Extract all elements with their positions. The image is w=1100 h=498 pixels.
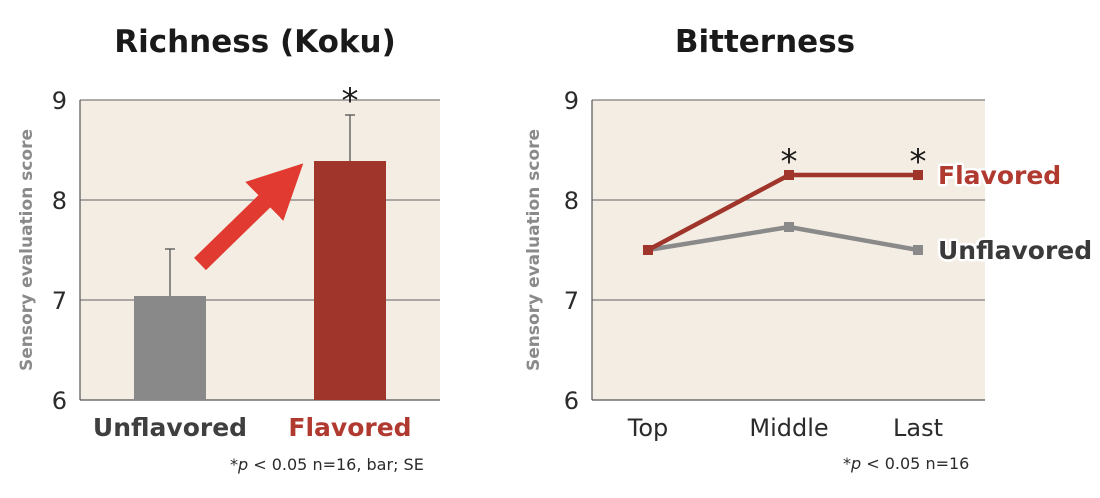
bitterness-y-axis-label: Sensory evaluation score bbox=[524, 129, 544, 371]
richness-chart-title: Richness (Koku) bbox=[114, 24, 396, 60]
richness-y-tick-label: 8 bbox=[52, 187, 67, 215]
series-label-unflavored: Unflavored bbox=[938, 236, 1092, 265]
bitterness-marker-flavored bbox=[913, 170, 923, 180]
bitterness-chart: Bitterness 6 7 8 9 Sensory evaluation score… bbox=[524, 24, 1095, 473]
richness-y-tick-label: 7 bbox=[52, 287, 67, 315]
richness-y-tick-label: 9 bbox=[52, 87, 67, 115]
increase-arrow-icon bbox=[194, 163, 304, 271]
bitterness-marker-unflavored bbox=[913, 245, 923, 255]
richness-y-tick-label: 6 bbox=[52, 387, 67, 415]
richness-category-label: Unflavored bbox=[93, 413, 247, 442]
richness-bars bbox=[134, 114, 386, 400]
richness-footnote: *p < 0.05 n=16, bar; SE bbox=[230, 455, 424, 474]
bitterness-y-tick-label: 7 bbox=[564, 287, 579, 315]
bitterness-series bbox=[643, 170, 923, 255]
bitterness-significance-marks: * * bbox=[781, 142, 927, 182]
bitterness-marker-flavored bbox=[784, 170, 794, 180]
significance-asterisk: * bbox=[342, 81, 359, 121]
bitterness-y-tick-label: 6 bbox=[564, 387, 579, 415]
richness-bar-unflavored bbox=[134, 296, 206, 400]
richness-significance-marks: * bbox=[342, 81, 359, 121]
richness-y-tick-labels: 6 7 8 9 bbox=[52, 87, 67, 415]
bitterness-y-tick-labels: 6 7 8 9 bbox=[564, 87, 579, 415]
richness-category-labels: Unflavored Flavored bbox=[93, 413, 412, 442]
bitterness-series-labels: Unflavored Flavored bbox=[936, 159, 1095, 268]
series-label-flavored: Flavored bbox=[938, 161, 1061, 190]
bitterness-category-labels: Top Middle Last bbox=[627, 414, 943, 442]
bitterness-category-label: Last bbox=[893, 414, 943, 442]
bitterness-chart-title: Bitterness bbox=[675, 24, 855, 60]
bitterness-category-label: Middle bbox=[749, 414, 828, 442]
bitterness-marker-unflavored bbox=[784, 222, 794, 232]
bitterness-y-tick-label: 8 bbox=[564, 187, 579, 215]
bitterness-footnote: *p < 0.05 n=16 bbox=[843, 454, 969, 473]
significance-asterisk: * bbox=[781, 142, 798, 182]
richness-chart: Richness (Koku) 6 7 8 9 Sensory evaluation … bbox=[17, 24, 440, 474]
richness-y-axis-label: Sensory evaluation score bbox=[17, 129, 37, 371]
significance-asterisk: * bbox=[910, 142, 927, 182]
bitterness-marker-flavored bbox=[643, 245, 653, 255]
bitterness-category-label: Top bbox=[627, 414, 669, 442]
bitterness-gridlines bbox=[592, 99, 985, 301]
richness-bar-flavored bbox=[314, 161, 386, 400]
richness-category-label: Flavored bbox=[288, 413, 411, 442]
bitterness-y-tick-label: 9 bbox=[564, 87, 579, 115]
